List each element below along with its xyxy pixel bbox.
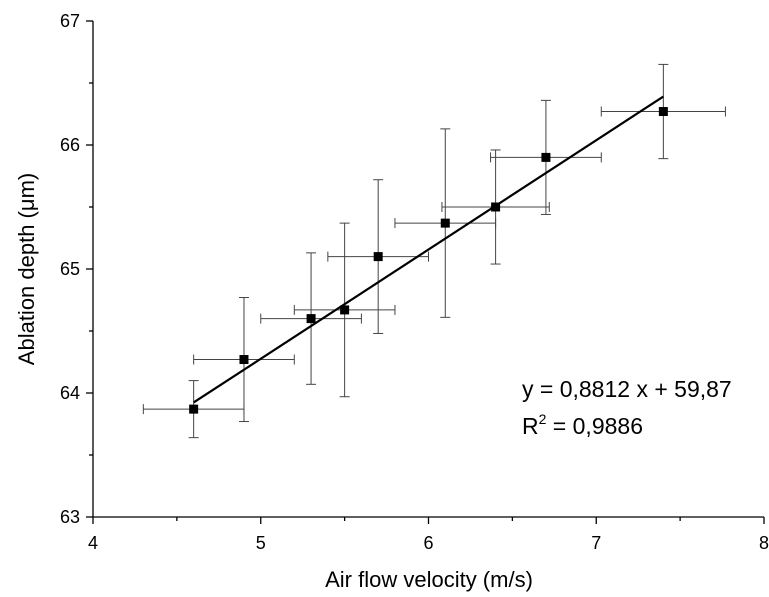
x-tick-label: 8 xyxy=(759,533,769,553)
r-squared-value: = 0,9886 xyxy=(546,413,643,439)
data-point xyxy=(340,305,350,315)
r-squared-label: R2 = 0,9886 xyxy=(522,411,643,439)
y-tick-label: 66 xyxy=(60,135,80,155)
data-point xyxy=(373,252,383,262)
data-point xyxy=(541,152,551,162)
r-squared-prefix: R xyxy=(522,413,539,439)
y-tick-label: 67 xyxy=(60,11,80,31)
data-point xyxy=(440,218,450,228)
data-point xyxy=(658,107,668,117)
data-point xyxy=(306,314,316,324)
r-squared-exponent: 2 xyxy=(539,411,547,427)
fit-equation-label: y = 0,8812 x + 59,87 xyxy=(522,376,732,402)
fit-line xyxy=(193,95,664,404)
x-tick-label: 7 xyxy=(591,533,601,553)
y-tick-label: 65 xyxy=(60,259,80,279)
x-tick-label: 4 xyxy=(88,533,98,553)
x-tick-label: 5 xyxy=(256,533,266,553)
data-point xyxy=(239,355,249,365)
y-axis-title: Ablation depth (μm) xyxy=(14,173,39,365)
data-points xyxy=(189,107,668,414)
data-point xyxy=(189,404,199,414)
axes xyxy=(86,20,765,524)
data-point xyxy=(491,202,501,212)
x-tick-label: 6 xyxy=(423,533,433,553)
y-tick-label: 64 xyxy=(60,383,80,403)
y-tick-label: 63 xyxy=(60,507,80,527)
fit-line-group xyxy=(193,95,664,404)
x-axis-title: Air flow velocity (m/s) xyxy=(325,567,533,592)
